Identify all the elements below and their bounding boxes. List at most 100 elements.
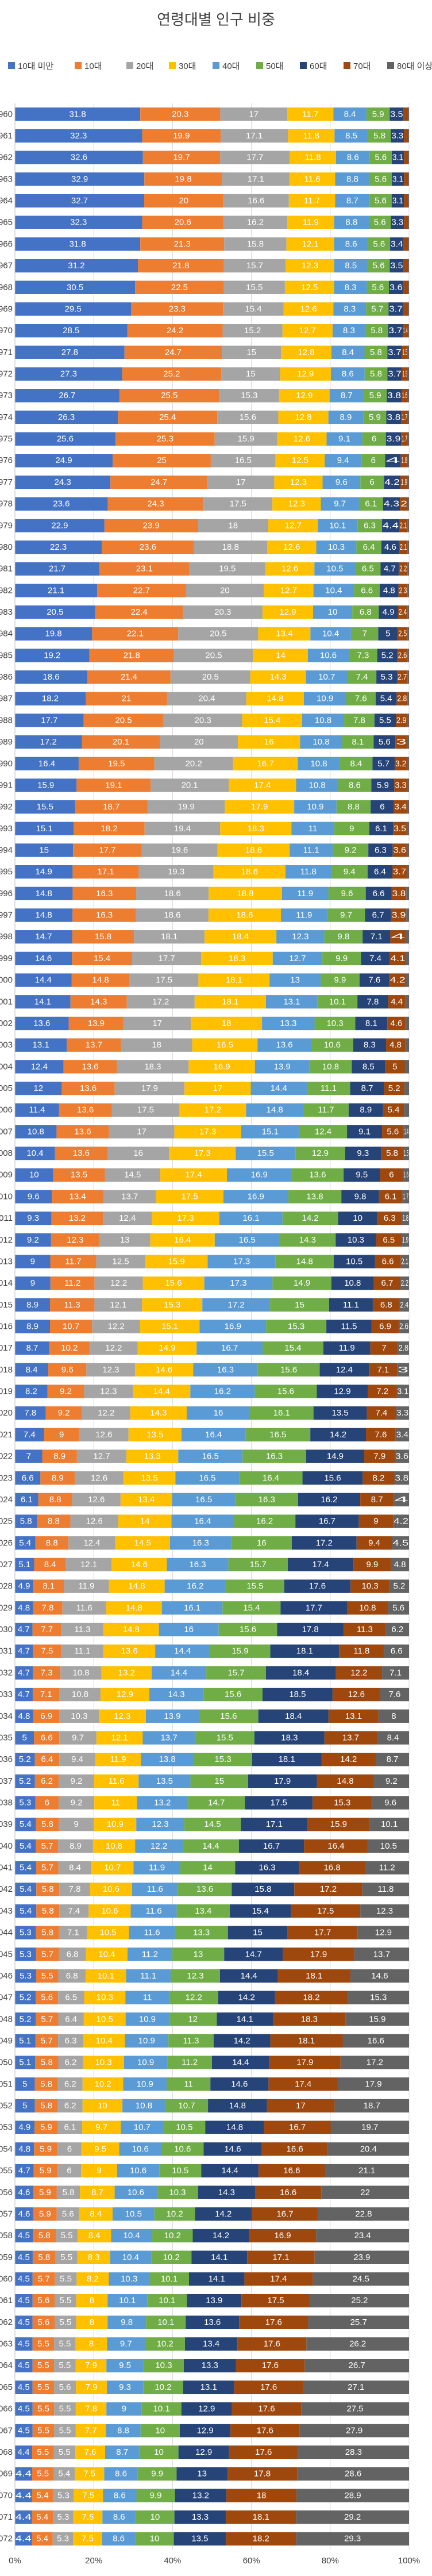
bar-segment <box>15 886 73 901</box>
data-label: 17.1 <box>97 867 114 877</box>
data-label: 13.3 <box>193 1928 210 1938</box>
bar-segment <box>15 1666 33 1680</box>
bar-segment <box>404 151 408 164</box>
data-label: 11.7 <box>304 196 320 206</box>
bar-segment <box>294 1883 362 1896</box>
data-label: 5.2 <box>20 2014 32 2024</box>
data-label: 12.5 <box>113 1256 129 1266</box>
bar-segment <box>78 757 155 770</box>
bar-segment <box>398 584 408 597</box>
data-label: 12.9 <box>312 1148 329 1158</box>
data-label: 18.8 <box>222 542 239 552</box>
data-label: 14.4 <box>241 1971 257 1981</box>
data-label: 5.5 <box>59 2317 71 2327</box>
data-label: 22.9 <box>51 520 68 530</box>
data-label: 3.9 <box>392 911 406 920</box>
data-label: 12.5 <box>292 456 308 465</box>
bar-segment <box>15 1991 36 2004</box>
bar-segment <box>73 2510 103 2524</box>
bar-segment <box>323 1341 371 1355</box>
bar-segment <box>139 2445 179 2459</box>
data-label: 9.4 <box>344 867 356 877</box>
data-label: 4.2 <box>394 1517 408 1526</box>
bar-segment <box>82 2099 123 2113</box>
bar-segment <box>61 1622 104 1637</box>
y-tick-label: 2045 <box>0 1949 13 1959</box>
data-label: 2.7 <box>398 672 407 682</box>
data-label: 15.8 <box>247 239 264 249</box>
data-label: 12.2 <box>350 1668 367 1678</box>
data-label: 15.6 <box>225 1690 241 1699</box>
data-label: 3.6 <box>389 283 403 292</box>
data-label: 9.3 <box>119 2382 131 2392</box>
bar-segment <box>291 1536 357 1550</box>
bar-segment <box>210 454 276 468</box>
y-tick-label: 1990 <box>0 759 13 769</box>
data-label: 4.5 <box>392 1538 408 1548</box>
bar-segment <box>70 995 127 1009</box>
bar-segment <box>184 2337 238 2351</box>
y-tick-label: 1961 <box>0 131 13 141</box>
data-label: 10.3 <box>326 1019 343 1028</box>
data-label: 13.5 <box>146 1430 163 1440</box>
bar-segment <box>299 1861 365 1875</box>
data-label: 3.7 <box>389 326 402 336</box>
data-label: 32.3 <box>70 131 87 141</box>
x-tick-label: 40% <box>164 2556 181 2566</box>
bar-segment <box>32 1622 61 1637</box>
data-label: 3 <box>396 737 406 747</box>
data-label: 5.6 <box>375 196 387 206</box>
bar-segment <box>15 1861 36 1875</box>
bar-segment <box>407 735 409 749</box>
bar-segment <box>227 1926 288 1939</box>
bar-segment <box>32 2467 54 2481</box>
data-label: 8.3 <box>88 2253 100 2262</box>
bar-segment <box>62 1601 106 1615</box>
y-tick-label: 2057 <box>0 2209 13 2219</box>
bar-segment <box>406 843 409 857</box>
bar-segment <box>165 2099 209 2113</box>
bar-segment <box>49 1298 95 1312</box>
y-tick-label: 1960 <box>0 109 13 119</box>
bar-segment <box>317 995 358 1009</box>
data-label: 7.6 <box>375 1430 387 1440</box>
data-label: 10.6 <box>174 2144 191 2154</box>
data-label: 12 <box>33 1083 43 1093</box>
bar-segment <box>356 1536 392 1550</box>
bar-segment <box>284 280 334 294</box>
data-label: 8.1 <box>43 1582 55 1591</box>
bar-segment <box>169 1991 218 2004</box>
bar-segment <box>340 757 373 770</box>
bar-segment <box>361 454 385 468</box>
data-label: 5.8 <box>373 131 385 141</box>
data-label: 4.8 <box>18 1603 30 1613</box>
bar-segment <box>354 584 380 597</box>
bar-segment <box>398 1341 409 1355</box>
bar-segment <box>367 280 389 294</box>
bar-segment <box>248 1774 317 1788</box>
data-label: 8.6 <box>349 780 361 790</box>
data-label: 23.9 <box>353 2253 370 2262</box>
data-label: 3.6 <box>394 846 406 855</box>
data-label: 17.5 <box>267 2296 284 2305</box>
bar-segment <box>208 2099 267 2113</box>
bar-segment <box>15 237 141 251</box>
bar-segment <box>365 908 391 922</box>
y-tick-label: 1992 <box>0 802 13 812</box>
data-label: 13.7 <box>373 1949 390 1959</box>
data-label: 4.7 <box>18 2166 30 2176</box>
data-label: 16.3 <box>96 911 113 920</box>
bar-segment <box>238 735 300 749</box>
bar-segment <box>15 2445 33 2459</box>
data-label: 22.7 <box>133 585 150 595</box>
data-label: 10.3 <box>121 2274 137 2284</box>
bar-segment <box>246 1103 304 1117</box>
bar-segment <box>236 2359 305 2373</box>
data-label: 1.5 <box>403 348 407 357</box>
bar-segment <box>389 259 404 273</box>
bar-segment <box>15 1341 49 1355</box>
data-label: 5.2 <box>388 1083 400 1093</box>
bar-segment <box>365 1861 409 1875</box>
